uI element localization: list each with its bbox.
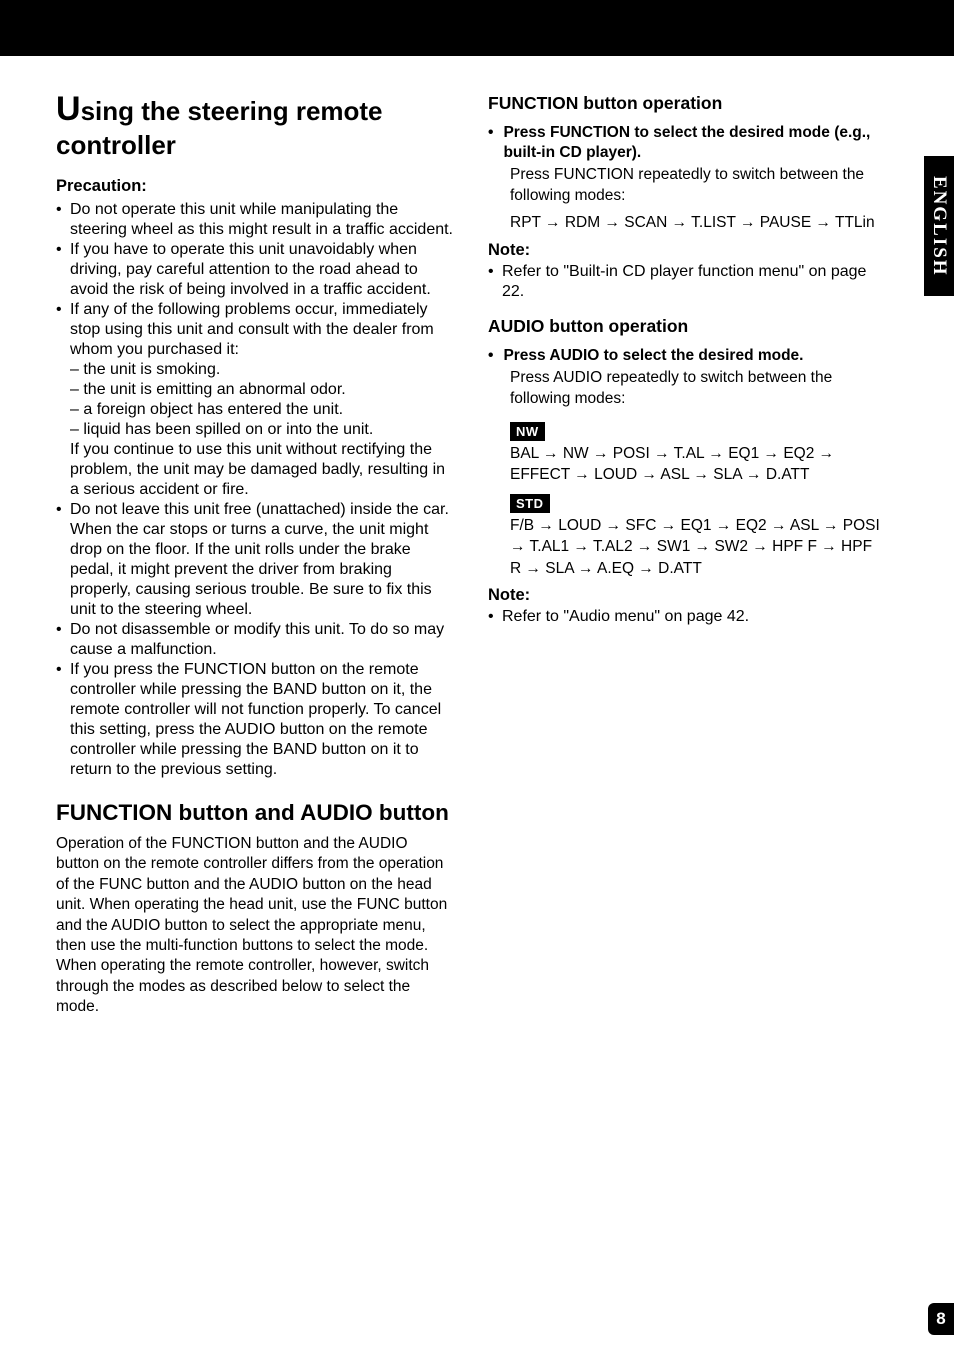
precaution-heading: Precaution: (56, 176, 454, 198)
precaution-item: If you have to operate this unit unavoid… (56, 240, 454, 300)
section-heading: FUNCTION button and AUDIO button (56, 798, 454, 828)
precaution-item: Do not operate this unit while manipulat… (56, 200, 454, 240)
precaution-list: Do not operate this unit while manipulat… (56, 200, 454, 780)
precaution-item: If you press the FUNCTION button on the … (56, 660, 454, 780)
function-step-text: Press FUNCTION to select the desired mod… (503, 123, 886, 163)
section-body: Operation of the FUNCTION button and the… (56, 834, 454, 1018)
right-column: FUNCTION button operation • Press FUNCTI… (488, 92, 886, 1018)
precaution-text: If any of the following problems occur, … (70, 301, 434, 358)
note-item: Refer to "Audio menu" on page 42. (488, 607, 886, 627)
precaution-sublist: – the unit is smoking. – the unit is emi… (70, 360, 454, 440)
header-bar (0, 0, 954, 56)
note-item: Refer to "Built-in CD player function me… (488, 262, 886, 303)
bullet-icon: • (488, 123, 493, 163)
left-column: Using the steering remote controller Pre… (56, 92, 454, 1018)
page-columns: Using the steering remote controller Pre… (0, 56, 954, 1018)
note-heading: Note: (488, 240, 886, 262)
precaution-item: If any of the following problems occur, … (56, 300, 454, 500)
page-wrapper: ENGLISH Using the steering remote contro… (0, 56, 954, 1355)
nw-badge: NW (510, 422, 545, 441)
audio-op-heading: AUDIO button operation (488, 315, 886, 338)
page-number-tab: 8 (928, 1303, 954, 1335)
precaution-item: Do not disassemble or modify this unit. … (56, 620, 454, 660)
title-rest: sing the steering remote controller (56, 96, 383, 160)
function-step: • Press FUNCTION to select the desired m… (488, 123, 886, 163)
sublist-item: – a foreign object has entered the unit. (70, 400, 454, 420)
std-badge: STD (510, 494, 550, 513)
precaution-tail: If you continue to use this unit without… (70, 441, 445, 498)
title-dropcap: U (56, 90, 81, 128)
audio-step: • Press AUDIO to select the desired mode… (488, 346, 886, 366)
function-modes: RPT → RDM → SCAN → T.LIST → PAUSE → TTLi… (488, 213, 886, 234)
bullet-icon: • (488, 346, 493, 366)
sublist-item: – liquid has been spilled on or into the… (70, 420, 454, 440)
note-heading: Note: (488, 585, 886, 607)
precaution-item: Do not leave this unit free (unattached)… (56, 500, 454, 620)
page-number: 8 (936, 1309, 945, 1329)
sublist-item: – the unit is smoking. (70, 360, 454, 380)
sublist-item: – the unit is emitting an abnormal odor. (70, 380, 454, 400)
nw-modes: BAL → NW → POSI → T.AL → EQ1 → EQ2 → EFF… (488, 443, 886, 486)
function-op-heading: FUNCTION button operation (488, 92, 886, 115)
audio-note-list: Refer to "Audio menu" on page 42. (488, 607, 886, 627)
audio-step-text: Press AUDIO to select the desired mode. (503, 346, 803, 366)
function-note-list: Refer to "Built-in CD player function me… (488, 262, 886, 303)
function-step-body: Press FUNCTION repeatedly to switch betw… (488, 165, 886, 207)
main-title: Using the steering remote controller (56, 92, 454, 160)
audio-step-body: Press AUDIO repeatedly to switch between… (488, 368, 886, 410)
std-modes: F/B → LOUD → SFC → EQ1 → EQ2 → ASL → POS… (488, 515, 886, 579)
